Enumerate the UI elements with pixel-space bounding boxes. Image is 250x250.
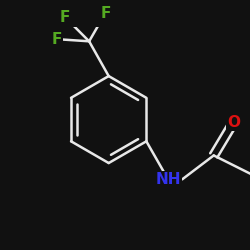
Text: F: F xyxy=(100,6,110,20)
Text: F: F xyxy=(51,32,62,47)
Text: F: F xyxy=(60,10,70,25)
Text: NH: NH xyxy=(155,172,181,187)
Text: O: O xyxy=(227,115,240,130)
